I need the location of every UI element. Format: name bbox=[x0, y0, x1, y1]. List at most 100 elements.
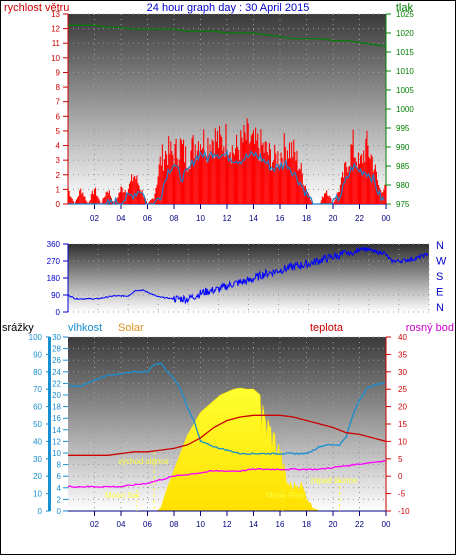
humidity-tick-label: 4 bbox=[57, 484, 62, 493]
x-tick-label: 14 bbox=[249, 520, 258, 529]
humidity-tick-label: 16 bbox=[52, 414, 61, 423]
x-tick-label: 02 bbox=[90, 214, 99, 223]
compass-label: N bbox=[436, 302, 444, 314]
dew-point-axis-label: rosný bod bbox=[406, 322, 454, 334]
humidity-tick-label: 0 bbox=[57, 507, 62, 516]
wind-tick-label: 10 bbox=[51, 54, 60, 63]
x-tick-label: 08 bbox=[170, 214, 179, 223]
wind-tick-label: 6 bbox=[56, 112, 61, 121]
x-tick-label: 22 bbox=[355, 214, 364, 223]
wind-tick-label: 13 bbox=[51, 10, 60, 19]
rain-tick-label: 40 bbox=[33, 437, 42, 446]
pressure-tick-label: 1000 bbox=[396, 105, 414, 114]
direction-tick-label: 180 bbox=[47, 274, 61, 283]
humidity-tick-label: 20 bbox=[52, 391, 61, 400]
temperature-axis: -10 -5 0 5 10 15 20 25 30 35 40 bbox=[385, 333, 410, 516]
temperature-tick-label: 30 bbox=[398, 368, 407, 377]
direction-tick-label: 360 bbox=[47, 240, 61, 249]
wind-tick-label: 8 bbox=[56, 83, 61, 92]
rain-axis: 0 10 20 30 40 50 60 70 80 90 100 bbox=[29, 333, 51, 516]
panel1-series bbox=[67, 24, 387, 206]
pressure-tick-label: 1005 bbox=[396, 86, 414, 95]
rain-tick-label: 30 bbox=[33, 455, 42, 464]
humidity-line bbox=[67, 362, 386, 455]
direction-tick-label: 270 bbox=[47, 257, 61, 266]
humidity-tick-label: 12 bbox=[52, 437, 61, 446]
temperature-tick-label: 35 bbox=[398, 350, 407, 359]
x-tick-label: 20 bbox=[329, 520, 338, 529]
panel3-x-axis: 02 04 06 08 10 12 14 16 18 20 22 00 bbox=[68, 510, 391, 529]
direction-tick-label: 0 bbox=[56, 308, 61, 317]
x-tick-label: 08 bbox=[170, 520, 179, 529]
pressure-line bbox=[68, 24, 387, 47]
temperature-tick-label: -5 bbox=[398, 490, 406, 499]
temperature-tick-label: -10 bbox=[398, 507, 410, 516]
rain-tick-label: 90 bbox=[33, 350, 42, 359]
pressure-tick-label: 995 bbox=[396, 124, 410, 133]
wind-tick-label: 7 bbox=[56, 98, 61, 107]
pressure-tick-label: 1020 bbox=[396, 29, 414, 38]
x-tick-label: 00 bbox=[382, 214, 391, 223]
rain-axis-bar bbox=[48, 337, 51, 511]
temperature-tick-label: 0 bbox=[398, 472, 403, 481]
x-tick-label: 20 bbox=[329, 214, 338, 223]
humidity-tick-label: 6 bbox=[57, 472, 62, 481]
x-tick-label: 06 bbox=[143, 520, 152, 529]
humidity-tick-label: 2 bbox=[57, 495, 62, 504]
pressure-tick-label: 990 bbox=[396, 143, 410, 152]
wind-direction-axis: 0 90 180 270 360 bbox=[47, 240, 69, 317]
temperature-tick-label: 25 bbox=[398, 385, 407, 394]
x-tick-label: 10 bbox=[196, 520, 205, 529]
pressure-axis: 975 980 985 990 995 1000 1005 1010 1015 1020 1025 bbox=[385, 10, 414, 209]
pressure-tick-label: 1025 bbox=[396, 10, 414, 19]
rain-tick-label: 0 bbox=[38, 507, 43, 516]
wind-average-line bbox=[68, 149, 385, 206]
temperature-tick-label: 40 bbox=[398, 333, 407, 342]
x-tick-label: 10 bbox=[196, 214, 205, 223]
temperature-tick-label: 20 bbox=[398, 403, 407, 412]
humidity-tick-label: 8 bbox=[57, 461, 62, 470]
humidity-tick-label: 18 bbox=[52, 403, 61, 412]
moonrise-label: Moon Rise bbox=[266, 491, 305, 500]
rain-tick-label: 50 bbox=[33, 420, 42, 429]
compass-label: S bbox=[436, 271, 443, 283]
moonset-label: Moon Set bbox=[105, 491, 140, 500]
panel2-series bbox=[67, 245, 429, 305]
humidity-tick-label: 14 bbox=[52, 426, 61, 435]
compass-label: E bbox=[436, 287, 443, 299]
panel2-grid bbox=[68, 243, 430, 313]
direction-tick-label: 90 bbox=[51, 291, 60, 300]
pressure-tick-label: 975 bbox=[396, 200, 410, 209]
x-tick-label: 12 bbox=[223, 214, 232, 223]
dew-point-line bbox=[67, 459, 387, 488]
x-tick-label: 16 bbox=[276, 214, 285, 223]
x-tick-label: 16 bbox=[276, 520, 285, 529]
wind-tick-label: 9 bbox=[56, 68, 61, 77]
humidity-tick-label: 22 bbox=[52, 379, 61, 388]
rain-tick-label: 70 bbox=[33, 385, 42, 394]
x-tick-label: 04 bbox=[117, 214, 126, 223]
x-tick-label: 06 bbox=[143, 214, 152, 223]
rain-tick-label: 60 bbox=[33, 403, 42, 412]
x-tick-label: 18 bbox=[302, 214, 311, 223]
temperature-tick-label: 10 bbox=[398, 437, 407, 446]
rain-tick-label: 80 bbox=[33, 368, 42, 377]
pressure-tick-label: 1015 bbox=[396, 48, 414, 57]
humidity-tick-label: 10 bbox=[52, 449, 61, 458]
pressure-tick-label: 980 bbox=[396, 181, 410, 190]
x-tick-label: 00 bbox=[382, 520, 391, 529]
x-tick-label: 12 bbox=[223, 520, 232, 529]
wind-tick-label: 1 bbox=[56, 185, 61, 194]
wind-tick-label: 11 bbox=[52, 39, 61, 48]
humidity-tick-label: 30 bbox=[52, 333, 61, 342]
chart-title: 24 hour graph day : 30 April 2015 bbox=[147, 2, 310, 14]
panel3-annotations: východ slunce západ slunce Moon Set Moon Ri… bbox=[105, 452, 358, 511]
temperature-axis-label: teplota bbox=[310, 322, 344, 334]
sunset-label: západ slunce bbox=[310, 476, 358, 485]
wind-tick-label: 12 bbox=[51, 25, 60, 34]
rain-tick-label: 10 bbox=[33, 490, 42, 499]
sunrise-label: východ slunce bbox=[118, 457, 169, 466]
